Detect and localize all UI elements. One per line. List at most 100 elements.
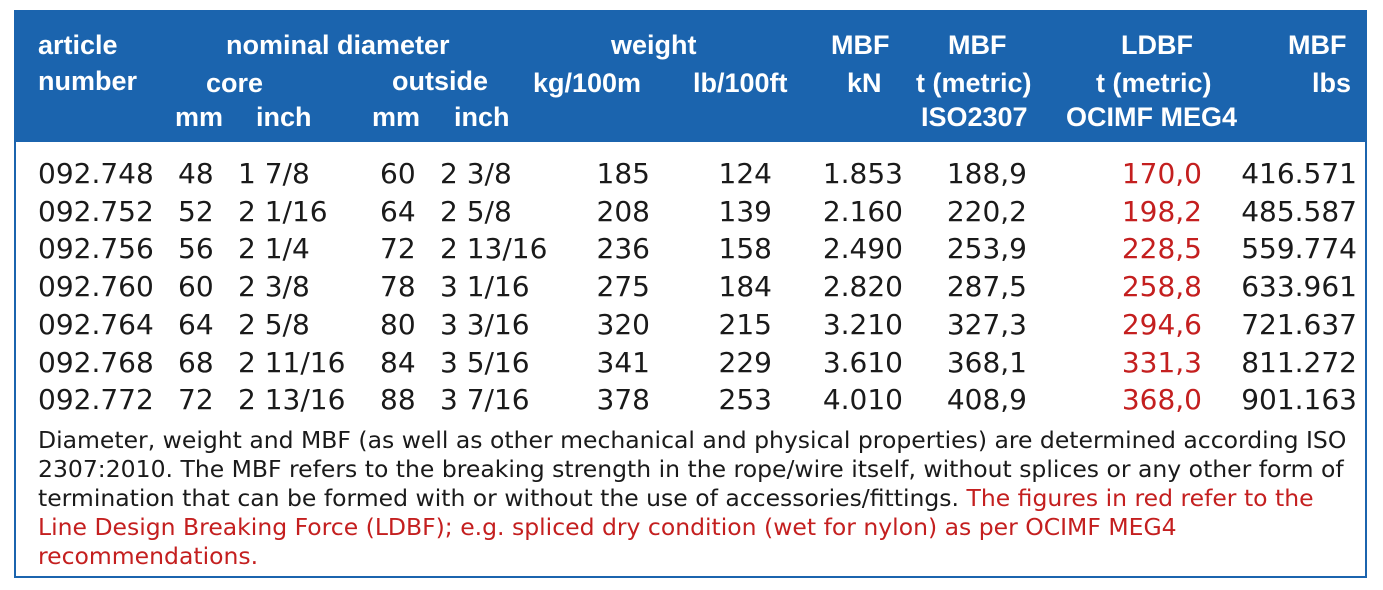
header-mbf-t-line2: t (metric) xyxy=(916,68,1032,98)
header-mbf-lbs-line1: MBF xyxy=(1288,30,1347,60)
cell-out-mm: 72 xyxy=(380,232,416,266)
header-mbf-t-line3: ISO2307 xyxy=(921,102,1028,132)
cell-t: 253,9 xyxy=(946,232,1027,266)
cell-core-inch: 2 5/8 xyxy=(238,307,310,341)
cell-kg: 320 xyxy=(596,307,650,341)
cell-core-inch: 2 3/8 xyxy=(238,270,310,304)
cell-t: 188,9 xyxy=(946,157,1027,190)
header-ldbf-line2: t (metric) xyxy=(1096,68,1212,98)
footnote-red-text: The figures in red refer to the Line Des… xyxy=(38,484,1314,570)
cell-article: 092.756 xyxy=(38,232,154,266)
cell-out-inch: 2 13/16 xyxy=(440,232,548,266)
cell-lbs: 811.272 xyxy=(1241,345,1357,379)
cell-article: 092.764 xyxy=(38,307,154,341)
header-weight-lb: lb/100ft xyxy=(693,68,788,98)
cell-kg: 275 xyxy=(596,270,650,304)
header-weight-kg: kg/100m xyxy=(533,68,642,98)
cell-core-inch: 2 11/16 xyxy=(238,345,346,379)
cell-article: 092.772 xyxy=(38,383,154,417)
cell-lb: 158 xyxy=(718,232,772,266)
cell-out-inch: 3 5/16 xyxy=(440,345,530,379)
cell-ldbf: 368,0 xyxy=(1121,383,1202,417)
header-mbf-t-line1: MBF xyxy=(948,30,1007,60)
cell-ldbf: 170,0 xyxy=(1121,157,1202,190)
cell-ldbf: 258,8 xyxy=(1121,270,1202,304)
cell-out-mm: 84 xyxy=(380,345,416,379)
cell-lbs: 485.587 xyxy=(1241,194,1357,228)
header-outside-inch: inch xyxy=(454,102,510,132)
table-row: 092.752 52 2 1/16 64 2 5/8 208 139 2.160 220,2 19… xyxy=(16,194,1365,236)
header-core: core xyxy=(206,68,264,98)
cell-lbs: 633.961 xyxy=(1241,270,1357,304)
cell-out-mm: 64 xyxy=(380,194,416,228)
cell-lb: 139 xyxy=(718,194,772,228)
cell-lb: 229 xyxy=(718,345,772,379)
cell-core-mm: 60 xyxy=(178,270,214,304)
cell-t: 327,3 xyxy=(946,307,1027,341)
cell-article: 092.760 xyxy=(38,270,154,304)
header-ldbf-line3: OCIMF MEG4 xyxy=(1066,102,1238,132)
cell-core-mm: 72 xyxy=(178,383,214,417)
cell-kg: 185 xyxy=(596,157,650,190)
cell-kn: 3.210 xyxy=(822,307,903,341)
header-mbf-kn-line2: kN xyxy=(847,68,882,98)
cell-core-inch: 1 7/8 xyxy=(238,157,310,190)
cell-ldbf: 228,5 xyxy=(1121,232,1202,266)
header-mbf-lbs-line2: lbs xyxy=(1312,68,1352,98)
table-row: 092.772 72 2 13/16 88 3 7/16 378 253 4.010 408,9… xyxy=(16,386,1365,424)
table-header: article number nominal diameter core out… xyxy=(16,12,1365,142)
cell-lb: 184 xyxy=(718,270,772,304)
cell-kg: 236 xyxy=(596,232,650,266)
cell-kn: 1.853 xyxy=(822,157,903,190)
cell-core-inch: 2 1/4 xyxy=(238,232,310,266)
header-ldbf-line1: LDBF xyxy=(1121,30,1193,60)
cell-kn: 2.490 xyxy=(822,232,903,266)
cell-core-mm: 52 xyxy=(178,194,214,228)
cell-core-mm: 48 xyxy=(178,157,214,190)
cell-t: 287,5 xyxy=(946,270,1027,304)
cell-t: 408,9 xyxy=(946,383,1027,417)
cell-lb: 253 xyxy=(718,383,772,417)
cell-kg: 341 xyxy=(596,345,650,379)
cell-out-mm: 80 xyxy=(380,307,416,341)
cell-t: 368,1 xyxy=(946,345,1027,379)
header-mbf-kn-line1: MBF xyxy=(831,30,890,60)
cell-article: 092.768 xyxy=(38,345,154,379)
cell-t: 220,2 xyxy=(946,194,1027,228)
header-article-line2: number xyxy=(38,66,138,96)
cell-out-mm: 60 xyxy=(380,157,416,190)
cell-out-inch: 3 7/16 xyxy=(440,383,530,417)
cell-kg: 378 xyxy=(596,383,650,417)
cell-lbs: 721.637 xyxy=(1241,307,1357,341)
cell-core-mm: 68 xyxy=(178,345,214,379)
footnote-text: Diameter, weight and MBF (as well as oth… xyxy=(38,426,1347,512)
spec-table: article number nominal diameter core out… xyxy=(14,10,1367,578)
header-nominal-diameter: nominal diameter xyxy=(226,30,450,60)
header-outside-mm: mm xyxy=(372,102,421,132)
cell-lb: 215 xyxy=(718,307,772,341)
cell-ldbf: 331,3 xyxy=(1121,345,1202,379)
cell-kn: 2.160 xyxy=(822,194,903,228)
table-row: 092.756 56 2 1/4 72 2 13/16 236 158 2.490 253,9 2… xyxy=(16,235,1365,273)
cell-lb: 124 xyxy=(718,157,772,190)
cell-out-mm: 88 xyxy=(380,383,416,417)
cell-out-inch: 2 5/8 xyxy=(440,194,512,228)
cell-ldbf: 198,2 xyxy=(1121,194,1202,228)
cell-out-inch: 3 3/16 xyxy=(440,307,530,341)
cell-kn: 4.010 xyxy=(822,383,903,417)
cell-article: 092.748 xyxy=(38,157,154,190)
cell-kn: 2.820 xyxy=(822,270,903,304)
header-article-line1: article xyxy=(38,30,118,60)
cell-ldbf: 294,6 xyxy=(1121,307,1202,341)
header-outside: outside xyxy=(392,66,489,96)
cell-out-mm: 78 xyxy=(380,270,416,304)
cell-lbs: 901.163 xyxy=(1241,383,1357,417)
cell-core-inch: 2 1/16 xyxy=(238,194,328,228)
cell-out-inch: 3 1/16 xyxy=(440,270,530,304)
cell-out-inch: 2 3/8 xyxy=(440,157,512,190)
cell-core-mm: 64 xyxy=(178,307,214,341)
footnote: Diameter, weight and MBF (as well as oth… xyxy=(38,426,1348,571)
cell-core-inch: 2 13/16 xyxy=(238,383,346,417)
header-core-inch: inch xyxy=(256,102,312,132)
table-row: 092.748 48 1 7/8 60 2 3/8 185 124 1.853 188,9 170… xyxy=(16,160,1365,198)
